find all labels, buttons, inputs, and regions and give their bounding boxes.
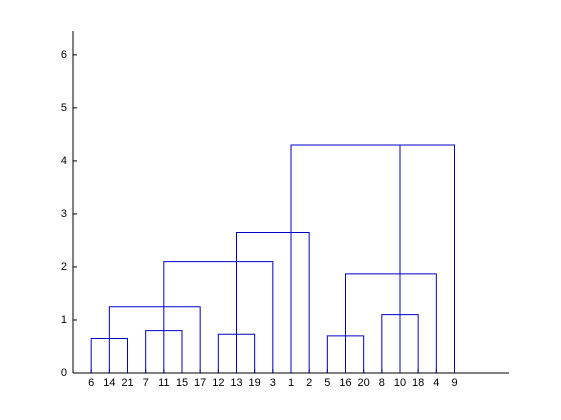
x-tick-label: 14 xyxy=(103,377,115,389)
x-tick-label: 5 xyxy=(324,377,330,389)
x-tick-label: 19 xyxy=(249,377,261,389)
x-tick-label: 8 xyxy=(379,377,385,389)
y-tick-label: 2 xyxy=(61,261,67,273)
link xyxy=(290,144,455,373)
y-tick-label: 6 xyxy=(61,49,67,61)
x-tick-label: 20 xyxy=(358,377,370,389)
y-tick-label: 0 xyxy=(61,367,67,379)
x-tick-label: 15 xyxy=(176,377,188,389)
x-tick-label: 13 xyxy=(230,377,242,389)
link xyxy=(236,231,310,373)
x-tick-label: 18 xyxy=(412,377,424,389)
x-tick-label: 17 xyxy=(194,377,206,389)
link xyxy=(108,306,201,373)
x-tick-label: 12 xyxy=(212,377,224,389)
x-tick-label: 10 xyxy=(394,377,406,389)
x-tick-label: 21 xyxy=(121,377,133,389)
x-tick-label: 2 xyxy=(306,377,312,389)
y-tick-label: 4 xyxy=(61,155,67,167)
x-tick-label: 9 xyxy=(451,377,457,389)
y-tick-label: 1 xyxy=(61,314,67,326)
x-tick-label: 3 xyxy=(270,377,276,389)
y-tick-label: 3 xyxy=(61,208,67,220)
x-tick-label: 16 xyxy=(339,377,351,389)
x-tick-label: 4 xyxy=(433,377,439,389)
x-tick-label: 7 xyxy=(143,377,149,389)
x-tick-label: 1 xyxy=(288,377,294,389)
link xyxy=(345,273,437,373)
link xyxy=(163,261,274,373)
x-tick-label: 6 xyxy=(88,377,94,389)
x-tick-label: 11 xyxy=(158,377,169,389)
y-tick-label: 5 xyxy=(61,102,67,114)
